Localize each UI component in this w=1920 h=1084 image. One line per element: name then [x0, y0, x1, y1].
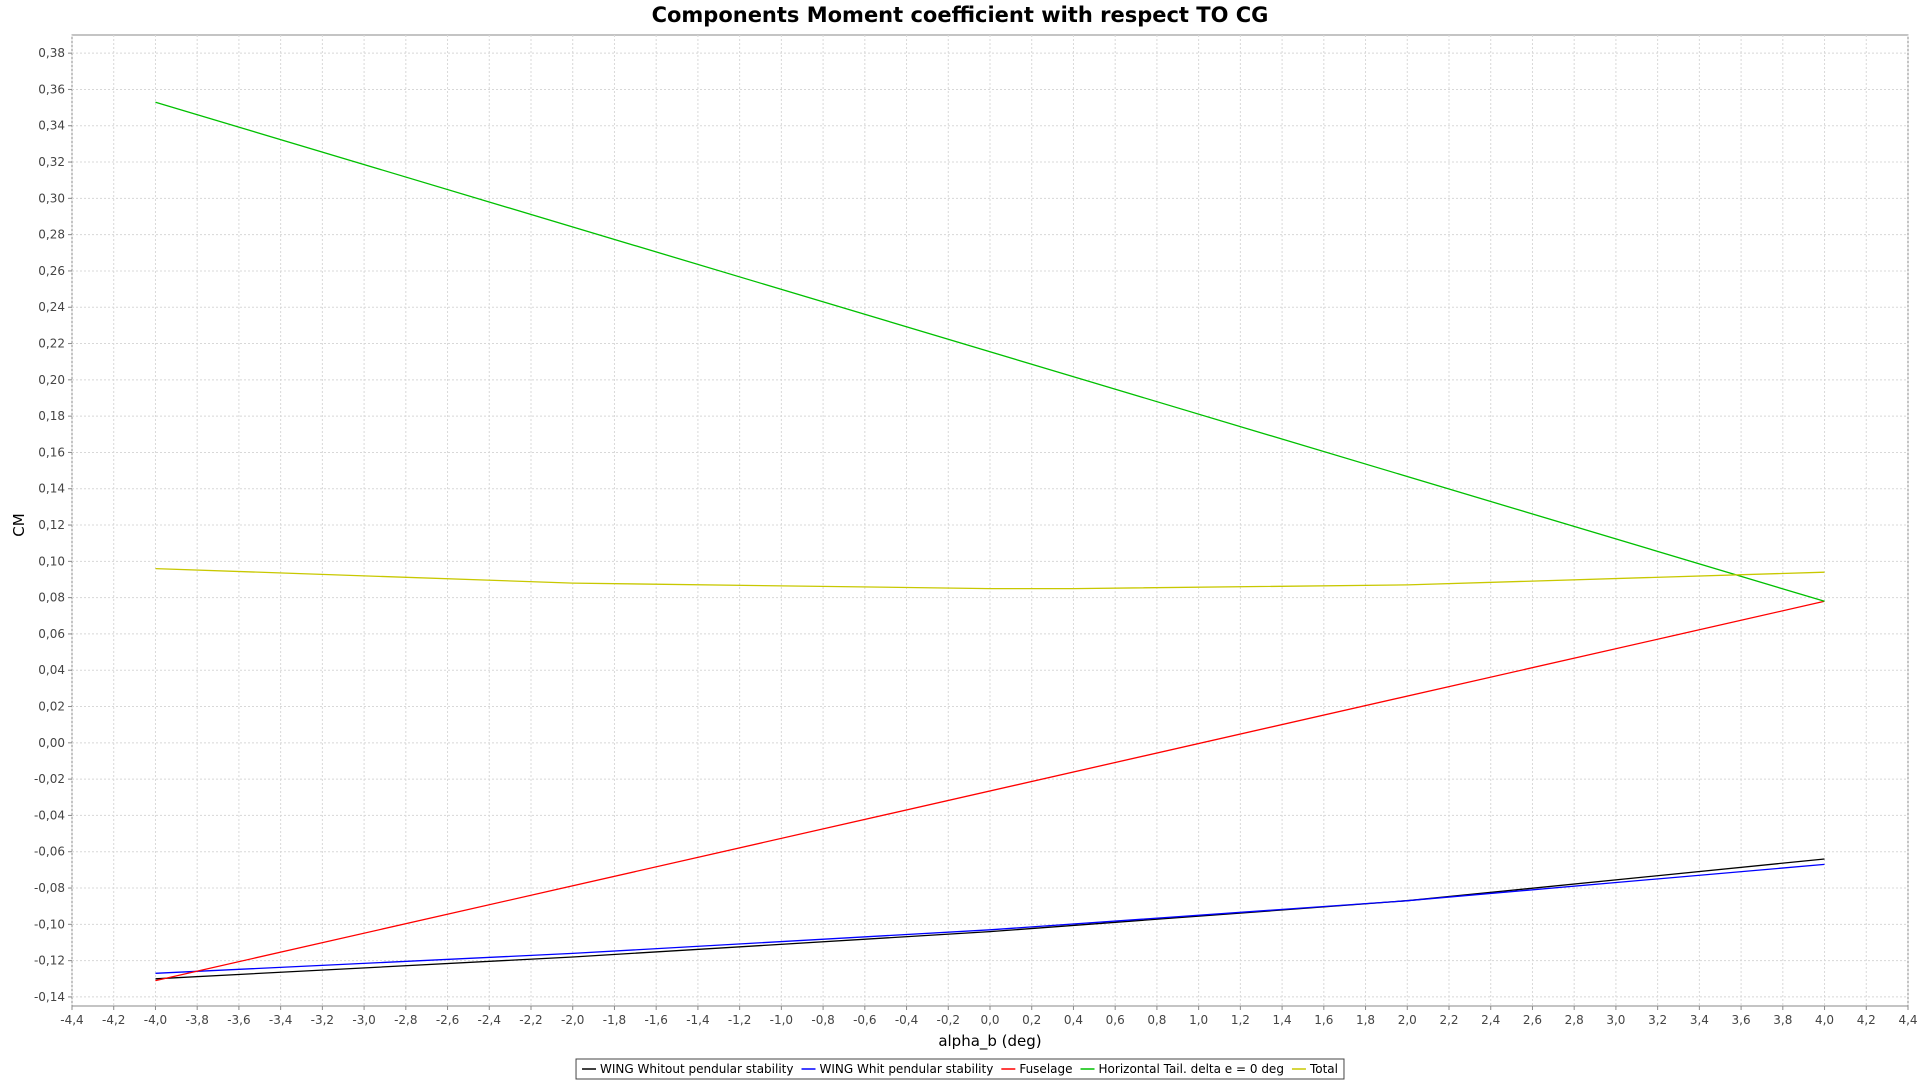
series-lines — [155, 101, 1825, 982]
y-tick-label: 0,14 — [38, 482, 65, 496]
x-tick-label: 1,6 — [1314, 1013, 1333, 1027]
legend-label: WING Whitout pendular stability — [600, 1062, 793, 1076]
x-tick-label: -3,8 — [185, 1013, 208, 1027]
x-tick-label: 2,4 — [1481, 1013, 1500, 1027]
x-tick-label: -3,4 — [269, 1013, 292, 1027]
y-tick-label: 0,36 — [38, 82, 65, 96]
y-tick-label: -0,14 — [34, 990, 65, 1004]
y-tick-label: 0,08 — [38, 591, 65, 605]
x-axis-ticks: -4,4 -4,2 -4,0 -3,8 -3,6 -3,4 -3,2 -3,0 -2,8 -2,6… — [60, 1006, 1918, 1027]
x-tick-label: 4,4 — [1898, 1013, 1917, 1027]
legend: WING Whitout pendular stability WING Whit… — [575, 1058, 1345, 1080]
series-line-fuselage — [155, 600, 1825, 982]
x-tick-label: 4,0 — [1815, 1013, 1834, 1027]
x-tick-label: 0,0 — [980, 1013, 999, 1027]
x-tick-label: -1,6 — [644, 1013, 667, 1027]
x-tick-label: -1,4 — [686, 1013, 709, 1027]
x-tick-label: -3,6 — [227, 1013, 250, 1027]
y-tick-label: -0,10 — [34, 917, 65, 931]
x-tick-label: -0,2 — [937, 1013, 960, 1027]
x-tick-label: -0,8 — [811, 1013, 834, 1027]
x-tick-label: 3,2 — [1648, 1013, 1667, 1027]
series-line-wing-whitout-pendular-stability — [155, 858, 1825, 980]
legend-item: Fuselage — [1001, 1062, 1073, 1076]
x-tick-label: 0,2 — [1022, 1013, 1041, 1027]
x-tick-label: 2,6 — [1523, 1013, 1542, 1027]
y-tick-label: 0,22 — [38, 337, 65, 351]
x-tick-label: 2,0 — [1398, 1013, 1417, 1027]
x-tick-label: -2,0 — [561, 1013, 584, 1027]
y-tick-label: 0,06 — [38, 627, 65, 641]
x-tick-label: 1,0 — [1189, 1013, 1208, 1027]
y-tick-label: 0,32 — [38, 155, 65, 169]
x-tick-label: -1,0 — [770, 1013, 793, 1027]
legend-item: Horizontal Tail. delta e = 0 deg — [1080, 1062, 1284, 1076]
y-tick-label: 0,24 — [38, 300, 65, 314]
legend-box — [575, 1058, 1345, 1080]
y-tick-label: -0,06 — [34, 845, 65, 859]
x-tick-label: 0,6 — [1106, 1013, 1125, 1027]
y-tick-label: 0,30 — [38, 191, 65, 205]
y-tick-label: 0,12 — [38, 518, 65, 532]
y-tick-label: -0,02 — [34, 772, 65, 786]
series-line-total — [155, 567, 1825, 590]
legend-item: WING Whitout pendular stability — [582, 1062, 794, 1076]
y-tick-label: 0,00 — [38, 736, 65, 750]
legend-item: WING Whit pendular stability — [801, 1062, 994, 1076]
y-tick-label: 0,34 — [38, 119, 65, 133]
y-tick-label: 0,20 — [38, 373, 65, 387]
x-tick-label: 1,4 — [1273, 1013, 1292, 1027]
y-tick-label: 0,04 — [38, 663, 65, 677]
x-tick-label: 1,2 — [1231, 1013, 1250, 1027]
series-line-horizontal-tail-delta-e-0-deg — [155, 101, 1825, 602]
x-tick-label: -0,4 — [895, 1013, 918, 1027]
series-line-wing-whit-pendular-stability — [155, 863, 1825, 974]
x-tick-label: -2,8 — [394, 1013, 417, 1027]
y-tick-label: -0,04 — [34, 808, 65, 822]
x-tick-label: 3,6 — [1732, 1013, 1751, 1027]
x-tick-label: -4,0 — [144, 1013, 167, 1027]
y-tick-label: 0,10 — [38, 554, 65, 568]
x-tick-label: 2,8 — [1565, 1013, 1584, 1027]
x-axis-label: alpha_b (deg) — [938, 1032, 1041, 1051]
x-tick-label: -2,6 — [436, 1013, 459, 1027]
y-axis-label: CM — [10, 513, 28, 536]
x-tick-label: -0,6 — [853, 1013, 876, 1027]
x-tick-label: -1,2 — [728, 1013, 751, 1027]
legend-item: Total — [1291, 1062, 1338, 1076]
x-tick-label: -2,2 — [519, 1013, 542, 1027]
y-tick-label: -0,12 — [34, 954, 65, 968]
y-tick-label: 0,18 — [38, 409, 65, 423]
x-tick-label: 0,8 — [1147, 1013, 1166, 1027]
y-tick-label: -0,08 — [34, 881, 65, 895]
x-tick-label: -2,4 — [478, 1013, 501, 1027]
legend-label: Fuselage — [1019, 1062, 1072, 1076]
x-tick-label: 3,8 — [1773, 1013, 1792, 1027]
legend-label: Horizontal Tail. delta e = 0 deg — [1099, 1062, 1284, 1076]
legend-label: Total — [1309, 1062, 1338, 1076]
y-tick-label: 0,38 — [38, 46, 65, 60]
chart-title: Components Moment coefficient with respe… — [652, 3, 1269, 27]
x-tick-label: 3,0 — [1606, 1013, 1625, 1027]
legend-label: WING Whit pendular stability — [820, 1062, 994, 1076]
grid-lines — [71, 35, 1909, 1006]
y-tick-label: 0,02 — [38, 700, 65, 714]
x-tick-label: -3,0 — [352, 1013, 375, 1027]
x-tick-label: 1,8 — [1356, 1013, 1375, 1027]
y-tick-label: 0,26 — [38, 264, 65, 278]
y-tick-label: 0,28 — [38, 228, 65, 242]
x-tick-label: 2,2 — [1439, 1013, 1458, 1027]
x-tick-label: -1,8 — [603, 1013, 626, 1027]
y-tick-label: 0,16 — [38, 445, 65, 459]
x-tick-label: 3,4 — [1690, 1013, 1709, 1027]
x-tick-label: -3,2 — [311, 1013, 334, 1027]
x-tick-label: -4,2 — [102, 1013, 125, 1027]
y-axis-ticks: -0,14 -0,12 -0,10 -0,08 -0,06 -0,04 -0,02 0,00 0… — [34, 46, 72, 1004]
x-tick-label: 0,4 — [1064, 1013, 1083, 1027]
x-tick-label: 4,2 — [1857, 1013, 1876, 1027]
x-tick-label: -4,4 — [60, 1013, 83, 1027]
